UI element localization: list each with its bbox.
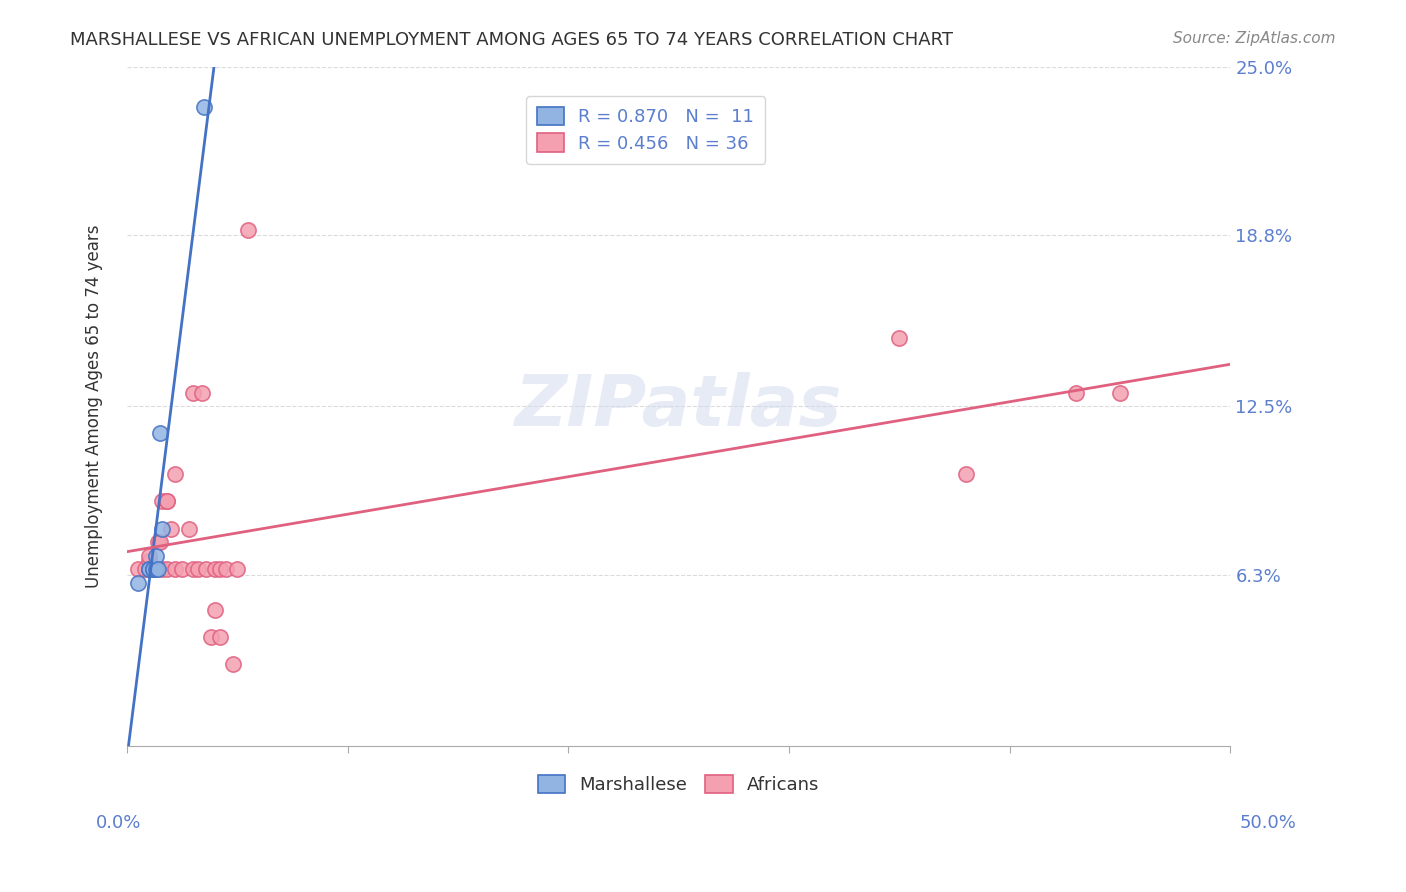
Point [195,562,218,576]
Text: ZIPatlas: ZIPatlas [515,372,842,441]
Point [146,562,169,576]
Point [215,562,238,576]
Point [226,562,249,576]
Point [127,562,149,576]
Point [889,331,911,345]
Point [138,549,160,563]
Point [191,385,214,400]
Point [238,222,260,236]
Point [145,562,167,576]
Point [181,385,204,400]
Text: Source: ZipAtlas.com: Source: ZipAtlas.com [1173,31,1336,46]
Point [1064,385,1087,400]
Point [193,100,215,114]
Point [150,522,173,536]
Point [204,603,226,617]
Point [149,426,172,441]
Point [186,562,208,576]
Point [138,554,160,568]
Point [165,467,187,482]
Point [165,562,187,576]
Point [955,467,977,482]
Point [156,562,179,576]
Point [138,562,160,576]
Text: 50.0%: 50.0% [1240,814,1296,831]
Point [172,562,194,576]
Point [177,522,200,536]
Point [138,562,160,576]
Point [156,494,179,508]
Point [208,562,231,576]
Point [138,562,160,576]
Point [142,562,165,576]
Legend: Marshallese, Africans: Marshallese, Africans [527,764,830,805]
Point [1109,385,1132,400]
Point [222,657,245,672]
Text: 0.0%: 0.0% [96,814,141,831]
Text: MARSHALLESE VS AFRICAN UNEMPLOYMENT AMONG AGES 65 TO 74 YEARS CORRELATION CHART: MARSHALLESE VS AFRICAN UNEMPLOYMENT AMON… [70,31,953,49]
Point [150,494,173,508]
Point [146,535,169,549]
Point [142,562,165,576]
Point [149,535,172,549]
Point [142,562,165,576]
Point [127,576,149,591]
Point [150,562,173,576]
Point [134,562,156,576]
Y-axis label: Unemployment Among Ages 65 to 74 years: Unemployment Among Ages 65 to 74 years [86,225,103,588]
Point [156,494,179,508]
Point [181,562,204,576]
Point [204,562,226,576]
Point [208,630,231,644]
Point [145,549,167,563]
Point [200,630,222,644]
Point [160,522,183,536]
